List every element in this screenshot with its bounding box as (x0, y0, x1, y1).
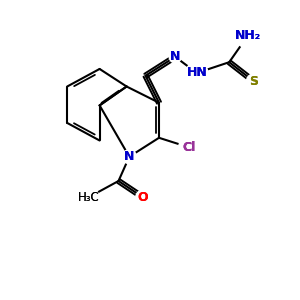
Text: NH₂: NH₂ (235, 29, 261, 42)
Text: Cl: Cl (182, 141, 195, 154)
Circle shape (122, 150, 136, 164)
Text: HN: HN (186, 67, 207, 80)
Text: H₃C: H₃C (78, 191, 100, 204)
Text: O: O (137, 191, 148, 204)
Circle shape (136, 190, 150, 204)
Circle shape (79, 187, 99, 207)
Text: Cl: Cl (182, 141, 195, 154)
Text: N: N (124, 150, 134, 163)
Text: S: S (249, 75, 258, 88)
Text: N: N (170, 50, 180, 63)
Circle shape (179, 137, 199, 157)
Circle shape (169, 51, 181, 63)
Text: N: N (124, 150, 134, 163)
Circle shape (247, 74, 260, 88)
Text: N: N (170, 50, 180, 63)
Text: Cl: Cl (182, 141, 195, 154)
Text: H₃C: H₃C (78, 191, 100, 204)
Text: NH₂: NH₂ (235, 29, 261, 42)
Text: O: O (137, 191, 148, 204)
Text: HN: HN (186, 67, 207, 80)
Circle shape (235, 22, 261, 48)
Circle shape (186, 62, 208, 84)
Text: S: S (249, 75, 258, 88)
